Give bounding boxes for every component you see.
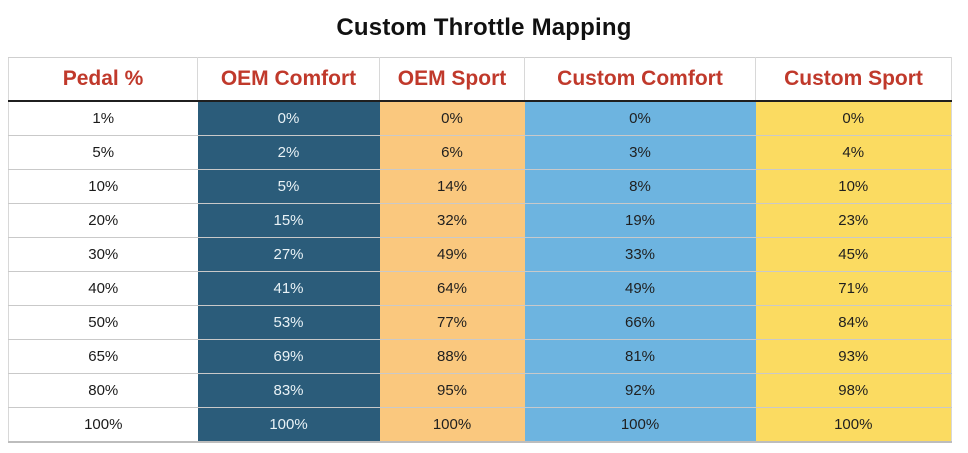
cell-custom-comfort: 66% [524, 305, 756, 340]
table-row: 30% 27% 49% 33% 45% [8, 237, 952, 272]
cell-pedal: 65% [8, 339, 198, 374]
header-cell-oem-comfort: OEM Comfort [197, 57, 380, 102]
table-row: 1% 0% 0% 0% 0% [8, 101, 952, 136]
page-title: Custom Throttle Mapping [336, 14, 632, 41]
cell-custom-comfort: 33% [524, 237, 756, 272]
cell-oem-comfort: 15% [197, 203, 380, 238]
cell-oem-comfort: 69% [197, 339, 380, 374]
cell-oem-sport: 32% [379, 203, 525, 238]
table-row: 10% 5% 14% 8% 10% [8, 169, 952, 204]
cell-pedal: 1% [8, 101, 198, 136]
cell-pedal: 40% [8, 271, 198, 306]
table-row: 5% 2% 6% 3% 4% [8, 135, 952, 170]
cell-custom-comfort: 49% [524, 271, 756, 306]
cell-oem-sport: 77% [379, 305, 525, 340]
cell-pedal: 80% [8, 373, 198, 408]
cell-custom-sport: 100% [755, 407, 952, 443]
cell-oem-comfort: 83% [197, 373, 380, 408]
cell-custom-comfort: 8% [524, 169, 756, 204]
cell-oem-sport: 64% [379, 271, 525, 306]
table-row: 100% 100% 100% 100% 100% [8, 407, 952, 443]
cell-oem-sport: 95% [379, 373, 525, 408]
table-body: 1% 0% 0% 0% 0% 5% 2% 6% 3% 4% 10% 5% 14% 8% 10% 20% 15% 3… [8, 101, 952, 443]
cell-custom-sport: 45% [755, 237, 952, 272]
cell-custom-comfort: 100% [524, 407, 756, 443]
cell-oem-comfort: 5% [197, 169, 380, 204]
table-row: 65% 69% 88% 81% 93% [8, 339, 952, 374]
cell-custom-sport: 98% [755, 373, 952, 408]
cell-pedal: 30% [8, 237, 198, 272]
cell-custom-sport: 84% [755, 305, 952, 340]
cell-oem-comfort: 2% [197, 135, 380, 170]
cell-custom-comfort: 92% [524, 373, 756, 408]
cell-custom-sport: 93% [755, 339, 952, 374]
cell-oem-sport: 100% [379, 407, 525, 443]
table-row: 50% 53% 77% 66% 84% [8, 305, 952, 340]
table-header: Pedal % OEM Comfort OEM Sport Custom Comfor… [8, 57, 952, 102]
header-cell-custom-sport: Custom Sport [755, 57, 952, 102]
header-row: Pedal % OEM Comfort OEM Sport Custom Comfor… [8, 57, 952, 102]
cell-oem-sport: 49% [379, 237, 525, 272]
table-row: 20% 15% 32% 19% 23% [8, 203, 952, 238]
throttle-mapping-table: Pedal % OEM Comfort OEM Sport Custom Comfor… [8, 57, 952, 443]
cell-oem-comfort: 41% [197, 271, 380, 306]
cell-custom-sport: 10% [755, 169, 952, 204]
cell-custom-sport: 4% [755, 135, 952, 170]
cell-oem-sport: 6% [379, 135, 525, 170]
header-cell-oem-sport: OEM Sport [379, 57, 525, 102]
cell-custom-sport: 0% [755, 101, 952, 136]
cell-custom-comfort: 19% [524, 203, 756, 238]
cell-oem-comfort: 27% [197, 237, 380, 272]
cell-oem-comfort: 0% [197, 101, 380, 136]
table-row: 40% 41% 64% 49% 71% [8, 271, 952, 306]
cell-pedal: 50% [8, 305, 198, 340]
header-cell-pedal: Pedal % [8, 57, 198, 102]
cell-pedal: 20% [8, 203, 198, 238]
cell-oem-comfort: 100% [197, 407, 380, 443]
table-row: 80% 83% 95% 92% 98% [8, 373, 952, 408]
cell-custom-sport: 71% [755, 271, 952, 306]
header-cell-custom-comfort: Custom Comfort [524, 57, 756, 102]
cell-oem-sport: 0% [379, 101, 525, 136]
cell-oem-sport: 88% [379, 339, 525, 374]
cell-custom-comfort: 81% [524, 339, 756, 374]
cell-custom-comfort: 3% [524, 135, 756, 170]
cell-pedal: 10% [8, 169, 198, 204]
cell-custom-sport: 23% [755, 203, 952, 238]
cell-pedal: 5% [8, 135, 198, 170]
cell-oem-sport: 14% [379, 169, 525, 204]
cell-pedal: 100% [8, 407, 198, 443]
cell-oem-comfort: 53% [197, 305, 380, 340]
cell-custom-comfort: 0% [524, 101, 756, 136]
